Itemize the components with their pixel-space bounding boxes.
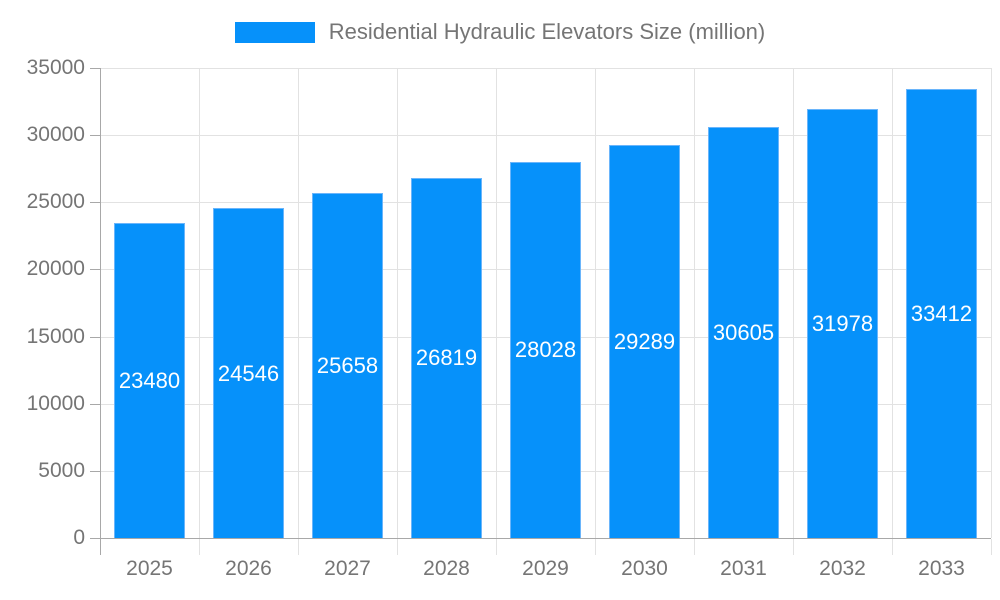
- bar-value-label: 25658: [316, 353, 379, 379]
- x-axis-tick-label: 2031: [720, 557, 767, 580]
- x-axis-tick: [298, 539, 299, 555]
- y-axis-tick-label: 35000: [26, 56, 85, 79]
- y-axis-tick: [90, 135, 100, 137]
- legend: Residential Hydraulic Elevators Size (mi…: [0, 19, 1000, 45]
- gridline-vertical: [694, 68, 695, 538]
- bar[interactable]: 29289: [609, 144, 680, 538]
- y-axis-tick: [90, 538, 100, 539]
- bar[interactable]: 26819: [411, 177, 482, 538]
- bar[interactable]: 24546: [213, 208, 284, 538]
- bar[interactable]: 25658: [312, 193, 383, 538]
- x-axis-tick: [892, 539, 893, 555]
- x-axis-tick: [694, 539, 695, 555]
- y-axis-tick: [90, 470, 100, 472]
- y-axis-tick-label: 25000: [26, 190, 85, 214]
- x-axis-tick-label: 2025: [126, 557, 173, 580]
- x-axis-tick-label: 2027: [324, 557, 371, 580]
- x-axis-tick-label: 2028: [423, 557, 470, 580]
- y-axis-tick: [90, 202, 100, 204]
- x-axis-tick: [199, 539, 200, 555]
- x-axis-tick-label: 2029: [522, 557, 569, 580]
- x-axis-tick: [595, 539, 596, 555]
- bar-value-label: 28028: [514, 337, 577, 363]
- gridline-vertical: [298, 68, 299, 538]
- legend-swatch-icon: [234, 21, 315, 43]
- y-axis-tick-label: 15000: [26, 324, 85, 348]
- gridline-horizontal: [100, 68, 991, 69]
- x-axis-tick-label: 2026: [225, 557, 272, 580]
- gridline-vertical: [892, 68, 893, 538]
- y-axis-tick-label: 20000: [26, 257, 85, 281]
- y-axis-tick-label: 0: [73, 526, 85, 549]
- gridline-vertical: [793, 68, 794, 538]
- y-axis-tick: [90, 269, 100, 271]
- bar-value-label: 33412: [910, 301, 973, 327]
- gridline-horizontal: [100, 135, 991, 137]
- y-axis-tick: [90, 68, 100, 69]
- y-axis-tick-label: 5000: [38, 458, 85, 482]
- bar-value-label: 30605: [712, 320, 775, 346]
- x-axis-tick-label: 2030: [621, 557, 668, 580]
- bar-value-label: 31978: [811, 310, 874, 336]
- x-axis-tick: [793, 539, 794, 555]
- bar[interactable]: 28028: [510, 161, 581, 538]
- bar[interactable]: 23480: [114, 222, 185, 538]
- bar-value-label: 23480: [118, 367, 181, 393]
- y-axis-tick-label: 10000: [26, 391, 85, 415]
- legend-label: Residential Hydraulic Elevators Size (mi…: [328, 19, 766, 44]
- x-axis-line: [100, 538, 991, 539]
- bar[interactable]: 33412: [906, 89, 977, 538]
- gridline-vertical: [991, 68, 992, 538]
- x-axis-tick-label: 2033: [918, 557, 965, 580]
- y-axis-line: [100, 68, 101, 555]
- gridline-vertical: [397, 68, 398, 538]
- bar[interactable]: 30605: [708, 127, 779, 538]
- bar-value-label: 26819: [415, 345, 478, 371]
- x-axis-tick: [397, 539, 398, 555]
- y-axis-tick: [90, 403, 100, 405]
- legend-item[interactable]: Residential Hydraulic Elevators Size (mi…: [234, 19, 766, 45]
- x-axis-tick: [991, 539, 992, 555]
- bar-value-label: 29289: [613, 328, 676, 354]
- bar[interactable]: 31978: [807, 108, 878, 538]
- plot-area: 23480 24546 25658 26819 28028 29289 30605 31978…: [100, 68, 992, 538]
- x-axis-tick-label: 2032: [819, 557, 866, 580]
- gridline-vertical: [595, 68, 596, 538]
- gridline-vertical: [199, 68, 200, 538]
- y-axis-tick: [90, 336, 100, 338]
- y-axis-tick-label: 30000: [26, 123, 85, 147]
- x-axis-tick: [496, 539, 497, 555]
- bar-value-label: 24546: [217, 360, 280, 386]
- gridline-vertical: [496, 68, 497, 538]
